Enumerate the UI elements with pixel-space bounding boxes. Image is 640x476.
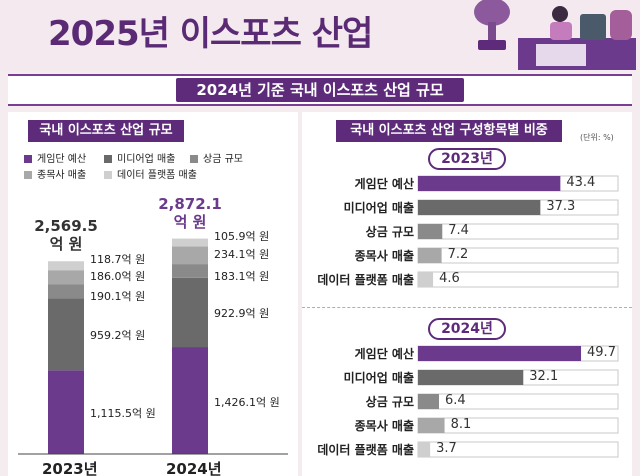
value-label: 7.2 xyxy=(447,247,469,262)
bar-segment xyxy=(48,370,84,454)
value-label: 32.1 xyxy=(529,369,559,384)
category-label: 상금 규모 xyxy=(365,225,414,239)
segment-value-label: 234.1억 원 xyxy=(214,248,270,262)
value-label: 6.4 xyxy=(444,393,466,408)
bar xyxy=(418,224,443,239)
banner-title: 2024년 기준 국내 이스포츠 산업 규모 xyxy=(176,78,464,102)
bar-segment xyxy=(172,264,208,278)
total-label-line: 억 원 xyxy=(173,212,207,231)
segment-value-label: 186.0억 원 xyxy=(90,270,146,284)
industry-size-title: 국내 이스포츠 산업 규모 xyxy=(28,120,184,142)
total-label: 2,569.5 억 원 xyxy=(24,217,108,253)
esports-illustration xyxy=(474,0,636,70)
bar xyxy=(418,176,561,191)
bar xyxy=(418,346,582,361)
value-label: 43.4 xyxy=(566,175,596,190)
category-label: 미디어업 매출 xyxy=(343,371,414,385)
segment-value-label: 1,426.1억 원 xyxy=(214,395,280,409)
horizontal-bar-chart xyxy=(417,175,619,458)
total-label-line: 2,872.1 xyxy=(158,194,222,213)
segment-value-label: 118.7억 원 xyxy=(90,252,146,266)
category-label: 종목사 매출 xyxy=(354,419,414,433)
bar-segment xyxy=(172,347,208,454)
total-label: 2,872.1 억 원 xyxy=(148,195,232,231)
category-label: 게임단 예산 xyxy=(354,347,414,361)
bar-track xyxy=(417,417,619,434)
year-pill: 2023년 xyxy=(428,148,506,170)
value-label: 49.7 xyxy=(587,345,616,360)
category-label: 상금 규모 xyxy=(365,395,414,409)
stacked-bar-chart xyxy=(18,238,288,455)
category-label: 데이터 플랫폼 매출 xyxy=(317,443,414,457)
category-label: 게임단 예산 xyxy=(354,177,414,191)
total-label-line: 2,569.5 xyxy=(34,217,98,236)
bar xyxy=(418,418,445,433)
bar xyxy=(418,200,541,215)
legend-label: 미디어업 매출 xyxy=(117,154,176,165)
bar xyxy=(418,394,439,409)
x-axis-label: 2023년 xyxy=(42,460,98,476)
legend-item: 종목사 매출 xyxy=(24,166,86,181)
category-label: 미디어업 매출 xyxy=(343,201,414,215)
segment-value-label: 190.1억 원 xyxy=(90,290,146,304)
value-label: 3.7 xyxy=(436,441,457,456)
bar xyxy=(418,248,442,263)
segment-value-label: 959.2억 원 xyxy=(90,329,146,343)
divider xyxy=(302,307,632,308)
legend-label: 상금 규모 xyxy=(203,154,243,165)
legend-item: 데이터 플랫폼 매출 xyxy=(104,166,197,181)
segment-value-label: 922.9억 원 xyxy=(214,307,270,321)
page-title: 2025년 이스포츠 산업 xyxy=(48,14,373,54)
value-label: 37.3 xyxy=(546,199,576,214)
segment-value-label: 1,115.5억 원 xyxy=(90,407,156,421)
value-label: 8.1 xyxy=(450,417,472,432)
legend-swatch xyxy=(190,155,198,163)
bar-segment xyxy=(172,246,208,265)
legend-item: 게임단 예산 xyxy=(24,150,86,165)
legend-item: 상금 규모 xyxy=(190,150,243,165)
legend-swatch xyxy=(24,155,32,163)
banner: 2024년 기준 국내 이스포츠 산업 규모 xyxy=(8,74,632,106)
bar xyxy=(418,442,431,457)
legend-swatch xyxy=(104,155,112,163)
x-axis-label: 2024년 xyxy=(166,460,222,476)
header: 2025년 이스포츠 산업 xyxy=(0,0,640,70)
category-label: 종목사 매출 xyxy=(354,249,414,263)
bar-segment xyxy=(48,261,84,271)
bar xyxy=(418,370,524,385)
composition-title: 국내 이스포츠 산업 구성항목별 비중 xyxy=(336,120,562,142)
legend-label: 종목사 매출 xyxy=(37,170,87,181)
value-label: 7.4 xyxy=(448,223,469,238)
value-label: 4.6 xyxy=(439,271,460,286)
total-label-line: 억 원 xyxy=(49,235,83,254)
bar xyxy=(418,272,434,287)
legend-swatch xyxy=(104,171,112,179)
bar-segment xyxy=(48,284,84,299)
bar-segment xyxy=(48,270,84,285)
legend-label: 데이터 플랫폼 매출 xyxy=(117,170,197,181)
year-pill: 2024년 xyxy=(428,318,506,340)
bar-segment xyxy=(172,238,208,247)
legend-label: 게임단 예산 xyxy=(37,154,87,165)
category-label: 데이터 플랫폼 매출 xyxy=(317,273,414,287)
legend-item: 미디어업 매출 xyxy=(104,150,175,165)
segment-value-label: 105.9억 원 xyxy=(214,229,270,243)
legend-swatch xyxy=(24,171,32,179)
bar-segment xyxy=(48,298,84,371)
unit-label: (단위: %) xyxy=(580,133,614,142)
segment-value-label: 183.1억 원 xyxy=(214,269,270,283)
bar-segment xyxy=(172,277,208,348)
